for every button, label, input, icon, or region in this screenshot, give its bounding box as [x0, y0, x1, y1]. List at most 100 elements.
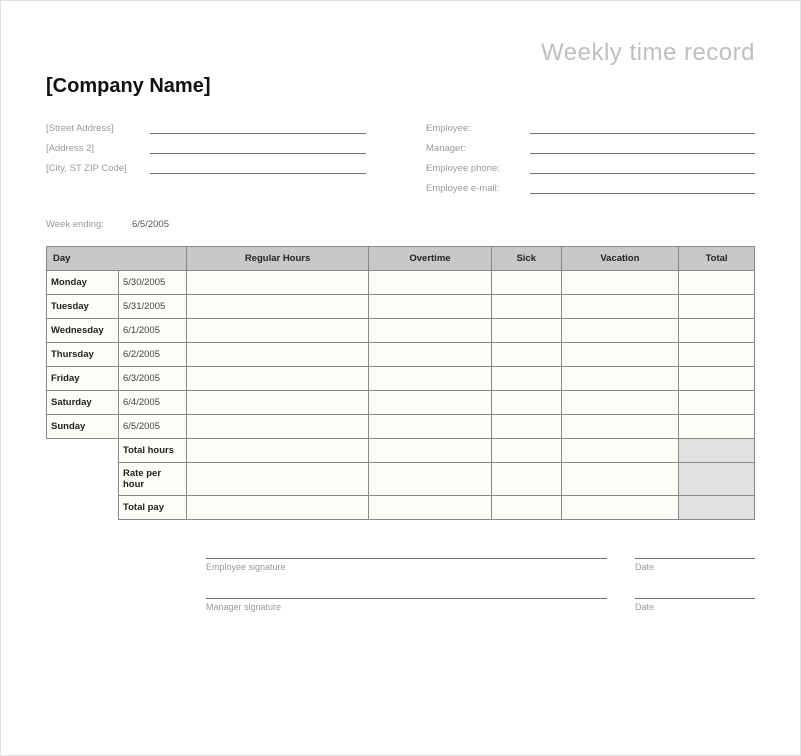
day-date: 5/30/2005	[119, 271, 187, 295]
cell-overtime[interactable]	[369, 295, 492, 319]
header-sick: Sick	[491, 247, 561, 271]
cell-regular[interactable]	[187, 367, 369, 391]
rate-total	[679, 463, 755, 496]
total-pay-row: Total pay	[47, 496, 755, 520]
company-name: [Company Name]	[46, 75, 755, 98]
manager-signature-label: Manager signature	[206, 598, 607, 612]
cell-vacation[interactable]	[561, 415, 679, 439]
sum-overtime	[369, 439, 492, 463]
cell-vacation[interactable]	[561, 391, 679, 415]
day-name: Wednesday	[47, 319, 119, 343]
table-row: Monday 5/30/2005	[47, 271, 755, 295]
address2-line	[150, 153, 366, 154]
table-header-row: Day Regular Hours Overtime Sick Vacation…	[47, 247, 755, 271]
cell-regular[interactable]	[187, 319, 369, 343]
cell-total	[679, 367, 755, 391]
day-name: Friday	[47, 367, 119, 391]
table-row: Thursday 6/2/2005	[47, 343, 755, 367]
street-address-label: [Street Address]	[46, 123, 146, 134]
cell-sick[interactable]	[491, 319, 561, 343]
cell-vacation[interactable]	[561, 271, 679, 295]
header-total: Total	[679, 247, 755, 271]
cell-sick[interactable]	[491, 367, 561, 391]
cell-sick[interactable]	[491, 295, 561, 319]
rate-sick[interactable]	[491, 463, 561, 496]
cell-total	[679, 319, 755, 343]
week-ending-label: Week ending:	[46, 219, 126, 230]
cell-regular[interactable]	[187, 343, 369, 367]
pay-regular	[187, 496, 369, 520]
rate-vacation[interactable]	[561, 463, 679, 496]
day-date: 6/4/2005	[119, 391, 187, 415]
cell-overtime[interactable]	[369, 367, 492, 391]
cell-sick[interactable]	[491, 391, 561, 415]
cell-regular[interactable]	[187, 391, 369, 415]
day-name: Saturday	[47, 391, 119, 415]
table-row: Friday 6/3/2005	[47, 367, 755, 391]
cell-overtime[interactable]	[369, 319, 492, 343]
rate-overtime[interactable]	[369, 463, 492, 496]
cell-regular[interactable]	[187, 295, 369, 319]
cell-overtime[interactable]	[369, 391, 492, 415]
pay-vacation	[561, 496, 679, 520]
day-date: 5/31/2005	[119, 295, 187, 319]
manager-date-label: Date	[635, 598, 755, 612]
timesheet-page: Weekly time record [Company Name] [Stree…	[0, 0, 801, 756]
cell-regular[interactable]	[187, 271, 369, 295]
table-row: Sunday 6/5/2005	[47, 415, 755, 439]
phone-label: Employee phone:	[426, 163, 526, 174]
day-name: Sunday	[47, 415, 119, 439]
day-date: 6/2/2005	[119, 343, 187, 367]
cell-vacation[interactable]	[561, 367, 679, 391]
table-row: Wednesday 6/1/2005	[47, 319, 755, 343]
rate-regular[interactable]	[187, 463, 369, 496]
cell-sick[interactable]	[491, 415, 561, 439]
employee-date-label: Date	[635, 558, 755, 572]
address2-label: [Address 2]	[46, 143, 146, 154]
pay-overtime	[369, 496, 492, 520]
cell-total	[679, 343, 755, 367]
cell-sick[interactable]	[491, 343, 561, 367]
cell-vacation[interactable]	[561, 343, 679, 367]
cell-total	[679, 391, 755, 415]
header-day: Day	[47, 247, 187, 271]
rate-label: Rate per hour	[119, 463, 187, 496]
manager-label: Manager:	[426, 143, 526, 154]
timesheet-table: Day Regular Hours Overtime Sick Vacation…	[46, 246, 755, 520]
cell-vacation[interactable]	[561, 295, 679, 319]
total-hours-row: Total hours	[47, 439, 755, 463]
street-address-line	[150, 133, 366, 134]
cell-total	[679, 271, 755, 295]
city-zip-line	[150, 173, 366, 174]
header-regular: Regular Hours	[187, 247, 369, 271]
phone-line	[530, 173, 755, 174]
cell-sick[interactable]	[491, 271, 561, 295]
sum-sick	[491, 439, 561, 463]
employee-line	[530, 133, 755, 134]
day-name: Monday	[47, 271, 119, 295]
city-zip-label: [City, ST ZIP Code]	[46, 163, 146, 174]
cell-total	[679, 295, 755, 319]
document-title: Weekly time record	[46, 39, 755, 67]
cell-overtime[interactable]	[369, 271, 492, 295]
day-name: Tuesday	[47, 295, 119, 319]
email-label: Employee e-mail:	[426, 183, 526, 194]
cell-overtime[interactable]	[369, 415, 492, 439]
employee-signature-row: Employee signature Date	[206, 558, 755, 572]
manager-signature-row: Manager signature Date	[206, 598, 755, 612]
day-date: 6/1/2005	[119, 319, 187, 343]
blank-cell	[47, 439, 119, 463]
cell-regular[interactable]	[187, 415, 369, 439]
pay-sick	[491, 496, 561, 520]
total-hours-label: Total hours	[119, 439, 187, 463]
employee-block: Employee: Manager: Employee phone: Emplo…	[366, 116, 755, 196]
cell-vacation[interactable]	[561, 319, 679, 343]
sum-total	[679, 439, 755, 463]
sum-regular	[187, 439, 369, 463]
manager-line	[530, 153, 755, 154]
signature-block: Employee signature Date Manager signatur…	[46, 558, 755, 612]
cell-overtime[interactable]	[369, 343, 492, 367]
rate-row: Rate per hour	[47, 463, 755, 496]
blank-cell	[47, 496, 119, 520]
header-overtime: Overtime	[369, 247, 492, 271]
